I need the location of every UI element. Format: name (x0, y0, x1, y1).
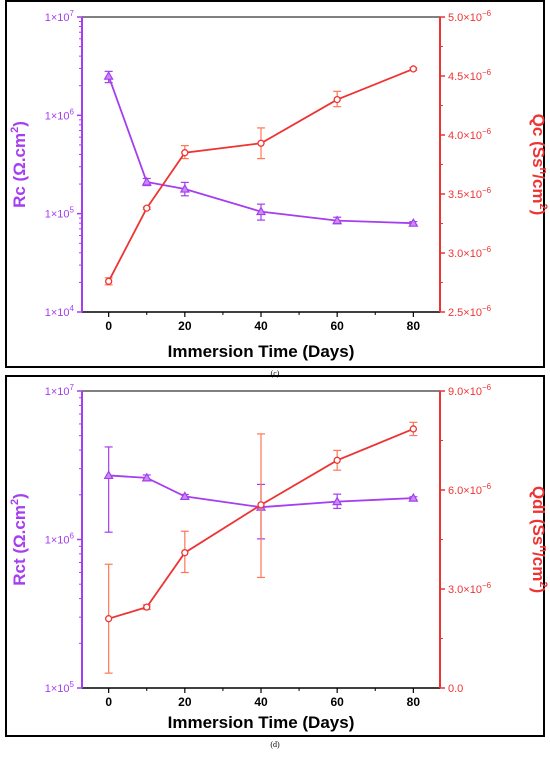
data-point-triangle (179, 491, 190, 501)
panel-caption-c: (c) (270, 369, 280, 378)
data-point-circle (409, 65, 417, 73)
x-tick-label: 40 (254, 319, 268, 333)
data-point-circle (143, 603, 151, 611)
chart-panel-c: 0 20 40 60 80 Immersion Time (Days) 1×104 1×105… (5, 0, 549, 368)
x-tick-label: 80 (407, 695, 421, 709)
x-tick-label: 60 (330, 319, 344, 333)
data-point-triangle (141, 176, 152, 186)
series-line (107, 68, 414, 282)
data-point-circle (257, 139, 265, 147)
left-tick-label: 1×105 (45, 680, 75, 695)
data-point-circle (105, 277, 113, 285)
chart-panel-d: 0 20 40 60 80 Immersion Time (Days) 1×105 1×106… (5, 375, 549, 737)
series-left (103, 446, 419, 540)
series-line (108, 474, 414, 509)
data-point-triangle (141, 472, 152, 482)
right-tick-label: 0.0 (448, 683, 463, 695)
data-point-circle (257, 501, 265, 509)
right-axis-label: Qdl (Ssn/cm2) (529, 486, 549, 593)
data-point-triangle (332, 496, 343, 506)
x-tick-label: 60 (330, 695, 344, 709)
right-tick-label: 2.5×10−6 (448, 304, 492, 319)
panel-border (5, 375, 545, 737)
series-right (104, 65, 418, 286)
x-tick-label: 80 (407, 319, 421, 333)
data-point-circle (333, 95, 341, 104)
data-point-circle (181, 549, 189, 557)
x-axis-label: Immersion Time (Days) (168, 713, 355, 732)
left-tick-label: 1×107 (45, 383, 75, 398)
left-tick-label: 1×105 (45, 206, 75, 221)
right-tick-label: 5.0×10−6 (448, 9, 492, 24)
x-tick-label: 20 (178, 319, 192, 333)
left-axis-label: Rct (Ω.cm2) (9, 493, 29, 586)
x-tick-label: 0 (105, 695, 112, 709)
data-point-circle (333, 456, 341, 464)
x-tick-label: 0 (105, 319, 112, 333)
data-point-circle (143, 204, 151, 212)
data-point-triangle (103, 70, 114, 80)
left-tick-label: 1×106 (45, 532, 75, 547)
series-line (107, 75, 414, 225)
right-tick-label: 4.0×10−6 (448, 127, 492, 142)
series-left (103, 70, 419, 227)
right-tick-label: 6.0×10−6 (448, 482, 492, 497)
right-tick-label: 4.5×10−6 (448, 68, 492, 83)
panel-caption-d: (d) (270, 740, 280, 749)
right-tick-label: 3.0×10−6 (448, 245, 492, 260)
left-tick-label: 1×107 (45, 9, 75, 24)
data-point-triangle (179, 183, 190, 193)
right-axis-label: Qc (Ssn/cm2) (529, 114, 549, 216)
data-point-triangle (408, 492, 419, 502)
data-point-triangle (103, 470, 114, 480)
data-point-triangle (332, 215, 343, 225)
x-tick-label: 40 (254, 695, 268, 709)
left-axis-label: Rc (Ω.cm2) (9, 121, 29, 208)
panel-border (5, 0, 545, 368)
series-right (104, 421, 418, 674)
right-tick-label: 9.0×10−6 (448, 383, 492, 398)
left-tick-label: 1×106 (45, 107, 75, 122)
data-point-triangle (255, 206, 267, 216)
right-tick-label: 3.5×10−6 (448, 186, 492, 201)
right-tick-label: 3.0×10−6 (448, 581, 492, 596)
x-axis-label: Immersion Time (Days) (168, 342, 355, 361)
data-point-triangle (408, 217, 419, 227)
data-point-circle (181, 149, 189, 157)
x-tick-label: 20 (178, 695, 192, 709)
data-point-circle (105, 615, 113, 623)
series-line (108, 428, 414, 620)
left-tick-label: 1×104 (45, 304, 75, 319)
data-point-circle (409, 425, 417, 433)
